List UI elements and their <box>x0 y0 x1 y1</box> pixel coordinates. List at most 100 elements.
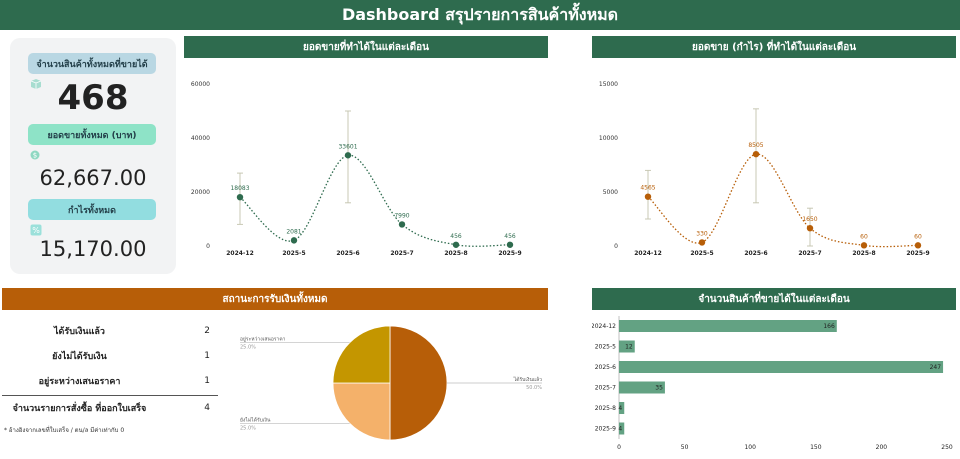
status-label: ยังไม่ได้รับเงิน <box>52 351 107 362</box>
y-tick-label: 10000 <box>599 135 618 142</box>
x-tick-label: 2025-7 <box>798 250 821 257</box>
percent-icon: % <box>30 224 42 239</box>
data-label: 456 <box>504 233 516 240</box>
data-label: 1650 <box>802 216 817 223</box>
x-tick-label: 2025-5 <box>282 250 305 257</box>
data-point <box>752 150 760 158</box>
data-point <box>452 241 460 248</box>
category-label: 2024-12 <box>592 323 616 330</box>
data-label: 4565 <box>640 185 655 192</box>
pie-slice <box>389 325 448 441</box>
category-label: 2025-6 <box>595 364 616 371</box>
status-row: อยู่ระหว่างเสนอราคา 1 <box>2 368 218 393</box>
sales-line-chart: 0 20000 40000 60000 18083 2024-12 2081 2025-5 33… <box>191 81 522 257</box>
status-row: ได้รับเงินแล้ว 2 <box>2 318 218 343</box>
x-tick-label: 2025-6 <box>336 250 359 257</box>
status-table: ได้รับเงินแล้ว 2 ยังไม่ได้รับเงิน 1 อยู่… <box>2 318 218 420</box>
x-tick-label: 2024-12 <box>634 250 662 257</box>
pie-slice <box>332 325 391 384</box>
bar <box>619 381 665 394</box>
bar-value-label: 4 <box>618 426 622 433</box>
status-count: 2 <box>204 325 210 336</box>
kpi-card: จำนวนสินค้าทั้งหมดที่ขายได้ 468 ยอดขายทั… <box>10 38 176 274</box>
profit-line-chart: 0 5000 10000 15000 4565 2024-12 330 2025-5 8505 2… <box>599 81 930 257</box>
svg-text:%: % <box>32 226 40 235</box>
x-tick-label: 2024-12 <box>226 250 254 257</box>
items-sold-label: จำนวนสินค้าทั้งหมดที่ขายได้ <box>28 53 156 74</box>
series-line <box>647 153 919 248</box>
y-tick-label: 5000 <box>603 189 618 196</box>
total-profit-label: กำไรทั้งหมด <box>28 199 156 220</box>
pie-slice-label: ได้รับเงินแล้ว <box>513 376 542 383</box>
status-count: 1 <box>204 350 210 361</box>
bar <box>619 402 625 414</box>
bar-value-label: 247 <box>930 364 942 371</box>
pie-slice-label: อยู่ระหว่างเสนอราคา <box>240 337 286 343</box>
x-tick-label: 100 <box>744 444 756 451</box>
data-label: 456 <box>450 233 462 240</box>
status-row: ยังไม่ได้รับเงิน 1 <box>2 343 218 368</box>
category-label: 2025-5 <box>595 344 616 351</box>
x-tick-label: 2025-5 <box>690 250 713 257</box>
x-tick-label: 2025-6 <box>744 250 767 257</box>
status-footnote: * อ้างอิงจากเลขที่ใบเสร็จ / ตน/ล มีค่าเท… <box>4 427 125 434</box>
payment-status-pie: ได้รับเงินแล้ว 50.0% ยังไม่ได้รับเงิน 25.0%… <box>240 325 542 441</box>
money-icon: $ <box>30 149 42 164</box>
pie-slice-percent: 25.0% <box>240 345 256 351</box>
total-sales-value: 62,667.00 <box>39 166 147 190</box>
y-tick-label: 40000 <box>191 135 210 142</box>
items-chart-title: จำนวนสินค้าที่ขายได้ในแต่ละเดือน <box>592 288 956 310</box>
box-icon <box>30 78 42 93</box>
series-line <box>239 154 511 247</box>
status-total-value: 4 <box>204 403 210 413</box>
x-tick-label: 2025-9 <box>498 250 521 257</box>
data-label: 8505 <box>748 142 763 149</box>
x-tick-label: 150 <box>810 444 822 451</box>
status-label: ได้รับเงินแล้ว <box>54 326 105 337</box>
status-total-label: จำนวนรายการสั่งซื้อ ที่ออกใบเสร็จ <box>12 404 147 414</box>
data-point <box>290 237 298 244</box>
x-tick-label: 0 <box>617 444 621 451</box>
x-tick-label: 200 <box>876 444 888 451</box>
items-bar-chart: 166 2024-12 12 2025-5 247 2025-6 35 2025-7 42025… <box>592 316 953 451</box>
data-point <box>698 239 706 246</box>
data-point <box>398 221 406 228</box>
x-tick-label: 2025-8 <box>852 250 875 257</box>
page-title: Dashboard สรุปรายการสินค้าทั้งหมด <box>0 0 960 30</box>
x-tick-label: 2025-9 <box>906 250 929 257</box>
data-point <box>860 242 868 249</box>
pie-slice-percent: 25.0% <box>240 425 256 431</box>
y-tick-label: 15000 <box>599 81 618 88</box>
bar-value-label: 35 <box>655 385 663 392</box>
y-tick-label: 20000 <box>191 189 210 196</box>
bar <box>619 320 837 332</box>
bar-value-label: 12 <box>625 344 633 351</box>
data-label: 7990 <box>394 212 409 219</box>
data-point <box>506 241 514 248</box>
data-point <box>236 193 244 201</box>
data-point <box>644 193 652 200</box>
total-sales-label: ยอดขายทั้งหมด (บาท) <box>28 124 156 145</box>
pie-slice <box>332 382 391 441</box>
x-tick-label: 2025-8 <box>444 250 467 257</box>
x-tick-label: 50 <box>681 444 689 451</box>
x-tick-label: 250 <box>941 444 953 451</box>
y-tick-label: 0 <box>614 243 618 250</box>
data-point <box>344 152 352 159</box>
y-tick-label: 60000 <box>191 81 210 88</box>
status-title: สถานะการรับเงินทั้งหมด <box>2 288 548 310</box>
bar-value-label: 166 <box>823 323 835 330</box>
status-label: อยู่ระหว่างเสนอราคา <box>38 376 121 387</box>
bar <box>619 422 625 435</box>
data-label: 33601 <box>338 143 357 150</box>
data-point <box>806 224 814 232</box>
sales-chart-title: ยอดขายที่ทำได้ในแต่ละเดือน <box>184 36 548 58</box>
bar <box>619 340 635 353</box>
category-label: 2025-7 <box>595 385 616 392</box>
bar <box>619 361 944 373</box>
data-label: 60 <box>914 233 922 240</box>
pie-slice-percent: 50.0% <box>526 385 542 391</box>
category-label: 2025-9 <box>595 426 616 433</box>
svg-text:$: $ <box>33 152 37 160</box>
